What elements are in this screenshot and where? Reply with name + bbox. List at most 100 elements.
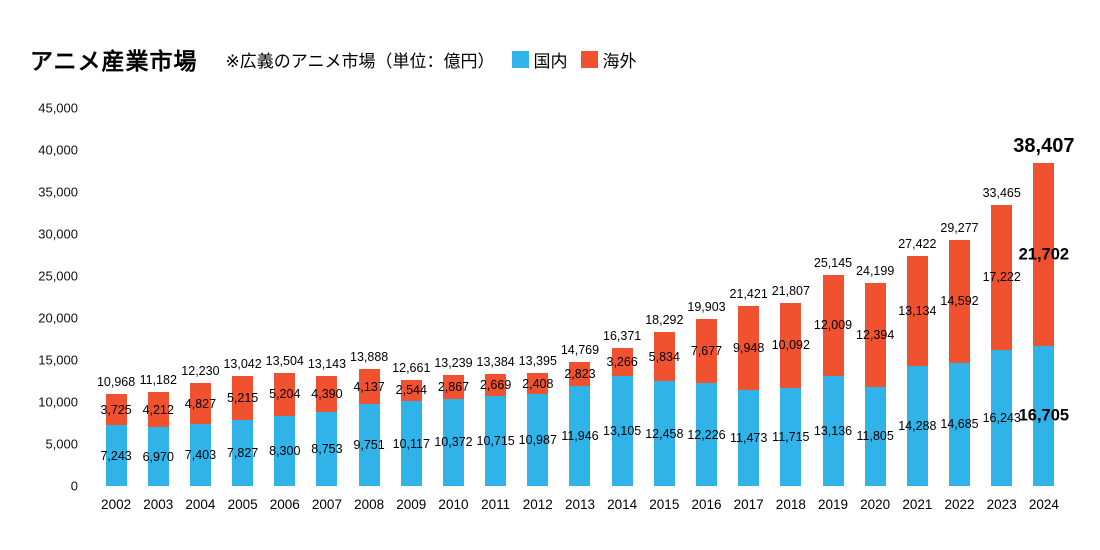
domestic-value-label: 11,715 bbox=[772, 429, 810, 444]
overseas-segment bbox=[400, 379, 422, 402]
domestic-value-label: 10,117 bbox=[392, 436, 430, 451]
overseas-segment bbox=[949, 240, 971, 363]
bar-column: 27,422 13,134 14,288 2021 bbox=[896, 108, 938, 512]
overseas-value-label: 17,222 bbox=[982, 270, 1021, 285]
domestic-segment bbox=[485, 395, 507, 486]
bar-column: 13,504 5,204 8,300 2006 bbox=[264, 108, 306, 512]
domestic-segment bbox=[189, 423, 211, 486]
stacked-bar bbox=[274, 372, 296, 486]
domestic-segment bbox=[780, 387, 802, 486]
x-axis-year-label: 2008 bbox=[354, 497, 385, 512]
legend-domestic-label: 国内 bbox=[533, 51, 568, 71]
total-value-label: 16,371 bbox=[603, 329, 642, 344]
chart-title: アニメ産業市場 bbox=[30, 48, 198, 74]
domestic-segment bbox=[822, 375, 844, 486]
total-value-label: 13,042 bbox=[223, 357, 262, 372]
stacked-bar bbox=[527, 373, 549, 486]
total-value-label: 13,504 bbox=[265, 353, 304, 368]
total-value-label: 10,968 bbox=[96, 374, 136, 389]
bar-column: 11,182 4,212 6,970 2003 bbox=[137, 108, 179, 512]
overseas-segment bbox=[485, 373, 507, 396]
y-axis-tick-label: 35,000 bbox=[38, 184, 78, 200]
y-axis-tick-label: 45,000 bbox=[38, 100, 78, 116]
x-axis-year-label: 2024 bbox=[1028, 497, 1059, 512]
overseas-segment bbox=[274, 372, 296, 417]
stacked-bar bbox=[105, 393, 127, 486]
domestic-value-label: 13,136 bbox=[813, 423, 853, 438]
stacked-bar-chart: 0 5,000 10,000 15,000 20,000 25,000 30,000 35,0… bbox=[38, 101, 1074, 513]
legend: 国内 海外 bbox=[512, 47, 650, 72]
domestic-value-label: 7,403 bbox=[184, 447, 217, 462]
overseas-segment bbox=[822, 274, 844, 376]
overseas-segment bbox=[780, 302, 802, 388]
x-axis-year-label: 2005 bbox=[227, 497, 258, 512]
domestic-value-label: 12,226 bbox=[687, 427, 726, 442]
y-axis-tick-label: 20,000 bbox=[38, 310, 78, 326]
domestic-value-label: 8,753 bbox=[311, 442, 343, 457]
domestic-value-label: 12,458 bbox=[645, 426, 684, 441]
domestic-segment bbox=[569, 385, 591, 486]
domestic-value-label: 6,970 bbox=[142, 449, 174, 464]
domestic-segment bbox=[316, 412, 338, 486]
plot-area: 10,968 3,725 7,243 2002 11,182 4,212 6,970 2003… bbox=[95, 108, 1074, 512]
stacked-bar bbox=[569, 361, 591, 486]
y-axis-tick-label: 25,000 bbox=[38, 268, 78, 284]
overseas-segment bbox=[1033, 163, 1055, 346]
bar-column: 16,371 3,266 13,105 2014 bbox=[601, 108, 643, 512]
overseas-value-label: 14,592 bbox=[940, 294, 979, 309]
domestic-segment bbox=[906, 365, 928, 486]
y-axis-tick-label: 40,000 bbox=[38, 142, 78, 158]
bar-column: 29,277 14,592 14,685 2022 bbox=[938, 108, 980, 512]
stacked-bar bbox=[442, 374, 464, 486]
stacked-bar bbox=[358, 369, 380, 486]
overseas-segment bbox=[864, 282, 886, 387]
domestic-value-label: 16,243 bbox=[982, 410, 1021, 425]
x-axis-year-label: 2021 bbox=[902, 497, 933, 512]
total-value-label: 19,903 bbox=[687, 299, 726, 314]
stacked-bar bbox=[653, 332, 675, 486]
x-axis-year-label: 2017 bbox=[733, 497, 764, 512]
y-axis-tick-label: 10,000 bbox=[38, 394, 78, 410]
overseas-segment bbox=[738, 306, 760, 390]
x-axis-year-label: 2011 bbox=[481, 497, 511, 512]
legend-overseas-swatch bbox=[581, 50, 599, 68]
overseas-segment bbox=[189, 383, 211, 424]
domestic-value-label: 14,685 bbox=[940, 417, 979, 432]
overseas-value-label: 9,948 bbox=[733, 340, 765, 355]
domestic-segment bbox=[1033, 345, 1055, 486]
overseas-segment bbox=[232, 376, 254, 421]
total-value-label: 33,465 bbox=[982, 185, 1021, 200]
x-axis-year-label: 2007 bbox=[311, 497, 342, 512]
overseas-segment bbox=[611, 348, 633, 376]
overseas-value-label: 13,134 bbox=[898, 303, 937, 318]
bar-column: 10,968 3,725 7,243 2002 bbox=[95, 108, 137, 512]
x-axis-year-label: 2014 bbox=[607, 497, 638, 512]
overseas-segment bbox=[653, 332, 675, 382]
bar-column: 25,145 12,009 13,136 2019 bbox=[812, 108, 854, 512]
overseas-value-label: 4,212 bbox=[142, 402, 174, 417]
domestic-segment bbox=[232, 420, 254, 486]
overseas-segment bbox=[527, 373, 549, 394]
domestic-value-label: 10,715 bbox=[476, 434, 515, 448]
overseas-segment bbox=[442, 374, 464, 399]
domestic-value-label: 9,751 bbox=[353, 438, 385, 453]
overseas-value-label: 5,215 bbox=[226, 391, 259, 406]
total-value-label: 12,230 bbox=[181, 364, 220, 379]
x-axis-year-label: 2019 bbox=[817, 497, 849, 512]
chart-header: アニメ産業市場 ※広義のアニメ市場（単位：億円） 国内 海外 bbox=[30, 42, 1075, 76]
total-value-label: 24,199 bbox=[856, 263, 895, 278]
overseas-value-label: 2,867 bbox=[437, 379, 470, 394]
overseas-segment bbox=[991, 204, 1013, 350]
overseas-value-label: 2,669 bbox=[479, 377, 512, 392]
bar-column: 13,239 2,867 10,372 2010 bbox=[432, 108, 474, 512]
domestic-value-label: 10,372 bbox=[434, 435, 473, 450]
x-axis-year-label: 2006 bbox=[269, 497, 300, 512]
stacked-bar bbox=[1033, 163, 1055, 486]
overseas-segment bbox=[569, 361, 591, 386]
overseas-segment bbox=[147, 392, 169, 428]
total-value-label: 21,807 bbox=[771, 283, 810, 298]
stacked-bar bbox=[695, 318, 717, 486]
stacked-bar bbox=[906, 255, 928, 486]
overseas-value-label: 5,834 bbox=[648, 349, 680, 364]
